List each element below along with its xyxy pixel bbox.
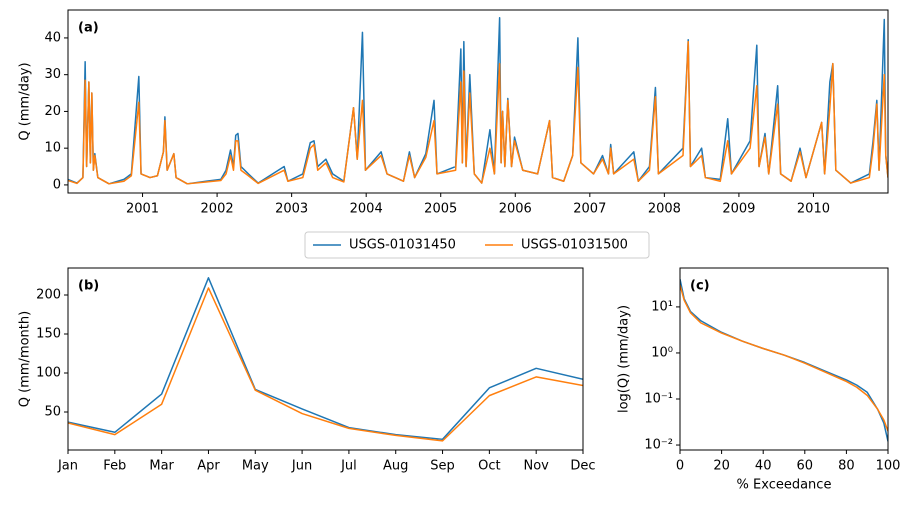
panel-label: (a) <box>78 21 99 36</box>
x-tick-label: Jan <box>57 459 78 474</box>
x-tick-label: Nov <box>523 459 549 474</box>
x-tick-label: Jul <box>340 459 357 474</box>
y-axis-label: log(Q) (mm/day) <box>617 305 632 413</box>
x-tick-label: Sep <box>430 459 455 474</box>
y-tick-label: 150 <box>36 326 61 341</box>
series-line <box>680 279 888 442</box>
panel-label: (c) <box>690 279 710 294</box>
y-tick-label: 200 <box>36 287 61 302</box>
series-line <box>68 277 583 441</box>
x-tick-label: 20 <box>713 459 730 474</box>
x-tick-label: 100 <box>876 459 901 474</box>
legend-label: USGS-01031450 <box>349 238 456 253</box>
x-tick-label: 2010 <box>797 202 830 217</box>
x-tick-label: 2005 <box>424 202 457 217</box>
x-tick-label: 2002 <box>201 202 234 217</box>
x-tick-label: Oct <box>478 459 500 474</box>
x-tick-label: 0 <box>676 459 684 474</box>
y-tick-label: 30 <box>44 67 61 82</box>
panel-label: (b) <box>78 279 99 294</box>
y-axis-label: Q (mm/month) <box>18 311 33 407</box>
x-tick-label: 2007 <box>573 202 606 217</box>
x-tick-label: Aug <box>383 459 408 474</box>
y-axis-label: Q (mm/day) <box>18 62 33 140</box>
y-tick-label: 10⁰ <box>651 345 673 360</box>
legend-box <box>304 231 650 259</box>
x-tick-label: 2004 <box>350 202 383 217</box>
x-tick-label: Mar <box>149 459 174 474</box>
x-tick-label: 2006 <box>499 202 532 217</box>
series-line <box>68 16 888 185</box>
x-tick-label: 40 <box>755 459 772 474</box>
y-tick-label: 50 <box>44 405 61 420</box>
y-tick-label: 10¹ <box>651 299 673 314</box>
x-tick-label: 2001 <box>126 202 159 217</box>
x-tick-label: 2009 <box>722 202 755 217</box>
x-tick-label: Jun <box>291 459 312 474</box>
y-tick-label: 20 <box>44 104 61 119</box>
axes-frame <box>679 267 889 451</box>
x-axis-label: % Exceedance <box>737 478 832 493</box>
x-tick-label: 2008 <box>648 202 681 217</box>
x-tick-label: Apr <box>197 459 220 474</box>
axes-frame <box>67 9 889 194</box>
y-tick-label: 40 <box>44 30 61 45</box>
y-tick-label: 10⁻² <box>644 438 673 453</box>
legend-label: USGS-01031500 <box>521 238 628 253</box>
x-tick-label: 2003 <box>275 202 308 217</box>
y-tick-label: 10⁻¹ <box>644 391 673 406</box>
x-tick-label: Dec <box>570 459 595 474</box>
series-line <box>68 40 888 185</box>
y-tick-label: 10 <box>44 141 61 156</box>
y-tick-label: 100 <box>36 366 61 381</box>
series-line <box>68 287 583 442</box>
y-tick-label: 0 <box>53 177 61 192</box>
x-tick-label: Feb <box>103 459 126 474</box>
axes-frame <box>67 267 584 451</box>
x-tick-label: 60 <box>797 459 814 474</box>
series-line <box>680 284 888 432</box>
x-tick-label: 80 <box>838 459 855 474</box>
x-tick-label: May <box>242 459 269 474</box>
